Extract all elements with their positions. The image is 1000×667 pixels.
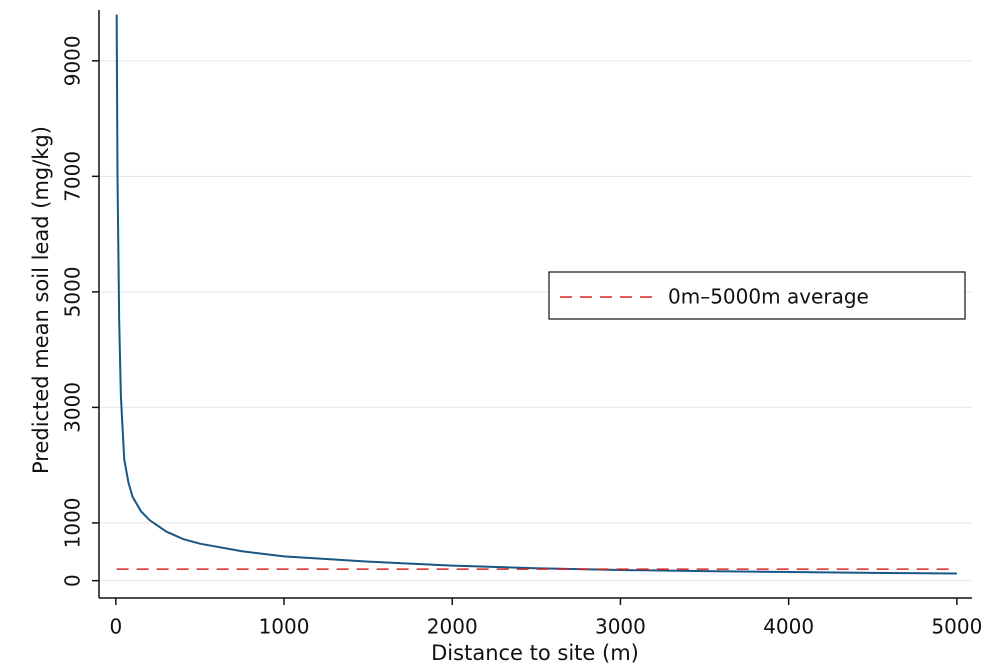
x-tick-label: 4000 [763, 615, 814, 639]
y-tick-label: 7000 [61, 151, 85, 202]
y-tick-label: 5000 [61, 266, 85, 317]
y-tick-label: 3000 [61, 382, 85, 433]
x-tick-label: 3000 [595, 615, 646, 639]
y-tick-label: 0 [61, 574, 85, 587]
data-line [115, 14, 957, 575]
x-tick-label: 1000 [259, 615, 310, 639]
x-tick-label: 2000 [427, 615, 478, 639]
x-tick-label: 0 [109, 615, 122, 639]
y-tick-label: 9000 [61, 35, 85, 86]
x-axis-title: Distance to site (m) [431, 641, 639, 665]
legend-box [548, 271, 966, 320]
y-axis-title: Predicted mean soil lead (mg/kg) [29, 126, 53, 474]
legend: 0m–5000m average [548, 271, 966, 320]
y-tick-label: 1000 [61, 497, 85, 548]
x-tick-label: 5000 [931, 615, 982, 639]
legend-label: 0m–5000m average [668, 285, 869, 309]
